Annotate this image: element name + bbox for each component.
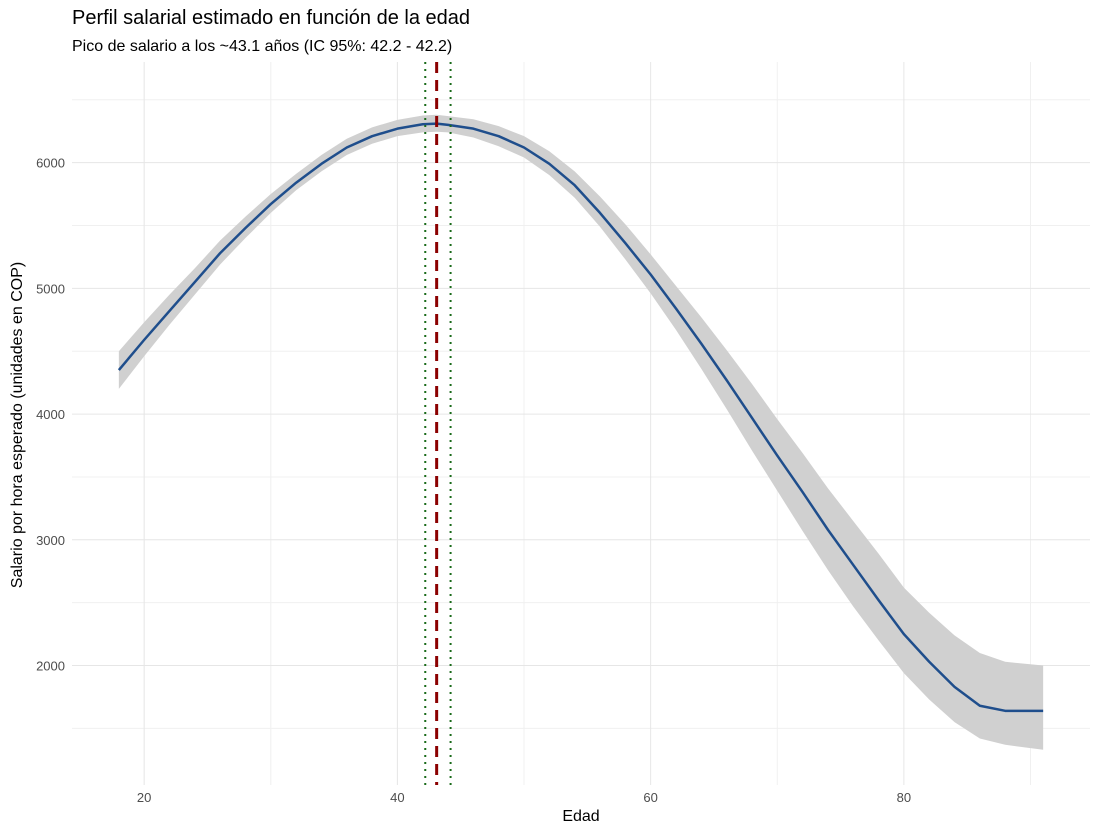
x-tick-label: 80 xyxy=(897,790,911,805)
confidence-band-area xyxy=(118,114,1044,750)
x-tick-label: 20 xyxy=(137,790,151,805)
chart-title: Perfil salarial estimado en función de l… xyxy=(72,7,471,29)
series-line xyxy=(117,122,1044,713)
y-axis-ticks: 2000 3000 4000 5000 6000 xyxy=(36,156,65,674)
x-axis-ticks: 20 40 60 80 xyxy=(137,790,911,805)
y-tick-label: 5000 xyxy=(36,281,65,296)
x-tick-label: 60 xyxy=(643,790,657,805)
salary-curve xyxy=(117,122,1044,713)
y-tick-label: 2000 xyxy=(36,659,65,674)
x-tick-label: 40 xyxy=(390,790,404,805)
y-axis-label: Salario por hora esperado (unidades en C… xyxy=(9,261,26,589)
y-tick-label: 4000 xyxy=(36,407,65,422)
x-axis-label: Edad xyxy=(562,808,600,825)
reference-lines xyxy=(424,62,452,785)
y-tick-label: 6000 xyxy=(36,156,65,171)
confidence-band xyxy=(118,114,1044,750)
chart-subtitle: Pico de salario a los ~43.1 años (IC 95%… xyxy=(72,38,453,55)
grid-lines xyxy=(72,62,1090,785)
y-tick-label: 3000 xyxy=(36,533,65,548)
